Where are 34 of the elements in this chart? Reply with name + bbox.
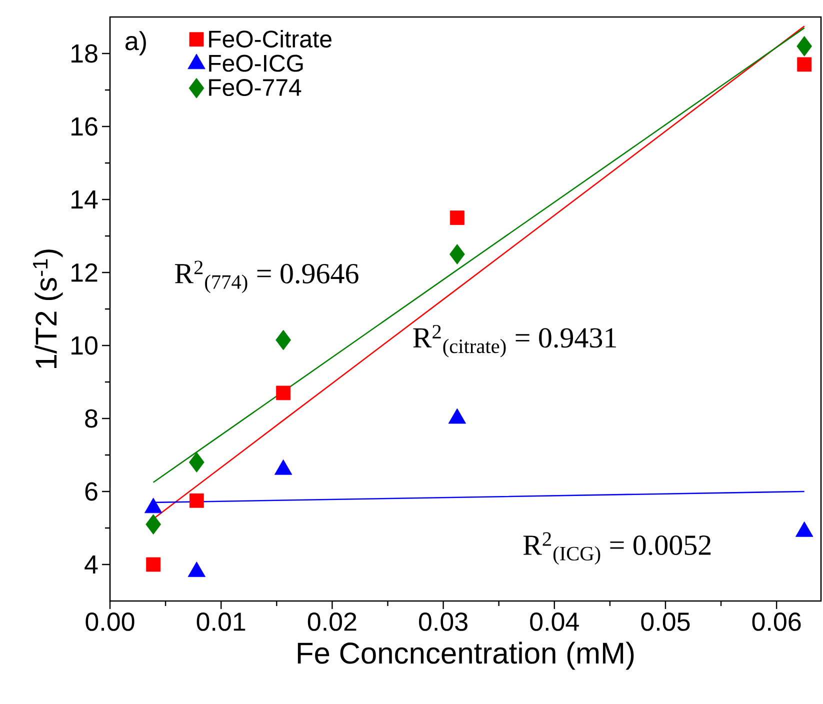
point <box>276 330 292 350</box>
point <box>146 557 161 572</box>
y-tick-label: 16 <box>72 117 98 136</box>
y-tick-label: 12 <box>72 263 98 282</box>
x-tick-label: 0.00 <box>86 612 134 631</box>
point <box>450 210 464 225</box>
y-tick-label: 10 <box>72 336 98 355</box>
point <box>188 452 204 472</box>
legend-label: FeO-ICG <box>209 54 303 72</box>
y-tick-label: 18 <box>72 44 98 63</box>
legend-label: FeO-Citrate <box>209 30 332 48</box>
point <box>449 244 465 264</box>
point <box>796 36 812 56</box>
y-tick-label: 4 <box>84 556 98 574</box>
x-tick-label: 0.02 <box>308 612 356 631</box>
x-tick-label: 0.04 <box>530 612 579 631</box>
legend-label: FeO-774 <box>209 79 302 96</box>
x-tick-label: 0.03 <box>419 612 468 631</box>
annotation: R$^{2}$$_{(citrate)}$ = 0.9431 <box>413 324 616 358</box>
x-tick-label: 0.05 <box>641 612 690 631</box>
y-axis-title: 1/T2 (s$^{-1}$) <box>33 250 63 368</box>
point <box>797 57 812 72</box>
annotation: a) <box>126 31 146 56</box>
y-tick-label: 8 <box>85 409 98 428</box>
y-tick-label: 14 <box>72 190 98 208</box>
x-axis-title: Fe Concncentration (mM) <box>298 642 634 670</box>
point <box>276 386 291 400</box>
x-tick-label: 0.06 <box>752 612 801 631</box>
annotation: R$^{2}$$_{(774)}$ = 0.9646 <box>175 260 358 294</box>
point <box>146 514 162 535</box>
x-tick-label: 0.01 <box>196 612 246 631</box>
y-tick-label: 6 <box>85 482 98 501</box>
annotation: R$^{2}$$_{(ICG)}$ = 0.0052 <box>523 532 711 565</box>
point <box>189 493 204 508</box>
